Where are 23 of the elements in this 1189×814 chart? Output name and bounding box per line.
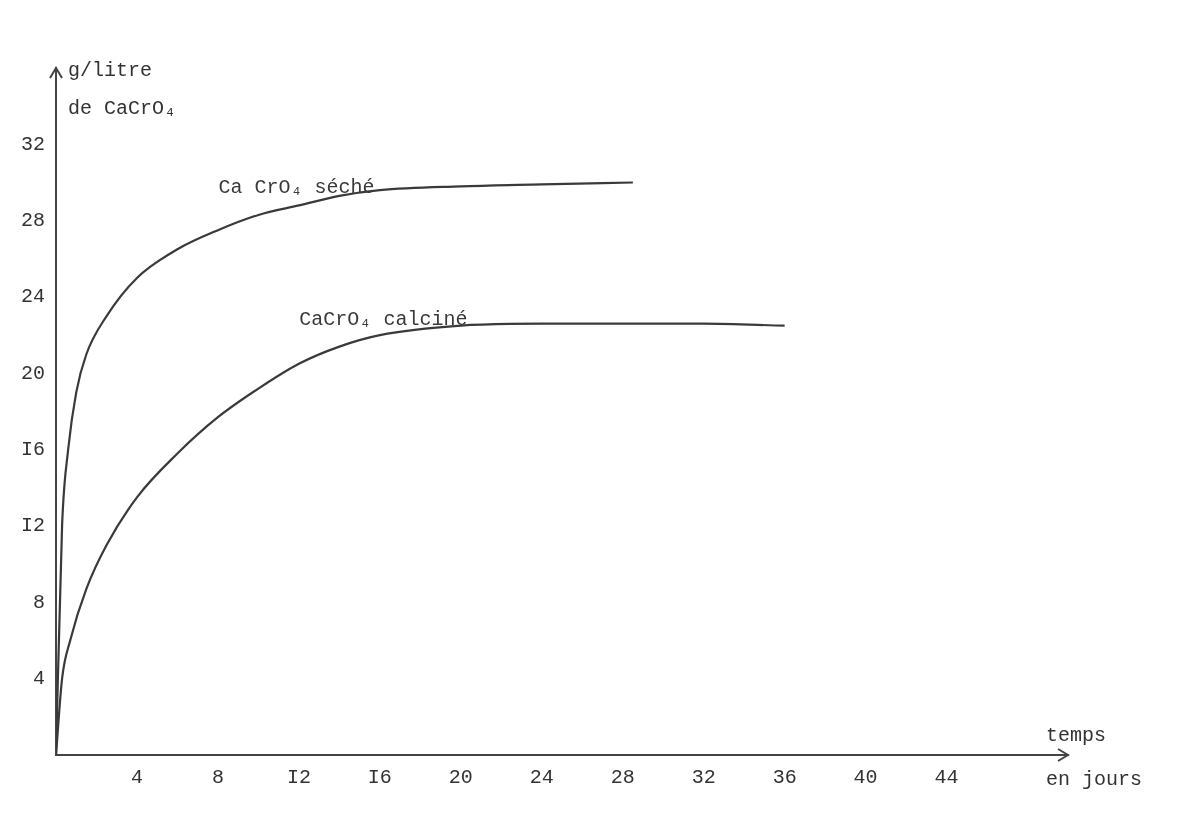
y-tick-label: 28 xyxy=(20,208,45,232)
x-axis-title: temps en jours xyxy=(1046,724,1143,791)
x-tick-label: 28 xyxy=(610,766,635,790)
y-tick-label: 24 xyxy=(20,285,45,309)
x-tick-label: 20 xyxy=(448,766,473,790)
x-tick-label: 24 xyxy=(529,766,554,790)
y-axis-title: g/litre de CaCrO₄ xyxy=(68,59,177,120)
x-tick-label: 4 xyxy=(130,766,143,790)
y-tick-label: 8 xyxy=(32,590,45,614)
y-tick-label: I2 xyxy=(20,514,45,538)
x-tick-label: I2 xyxy=(286,766,311,790)
series-label: Ca CrO₄ séché xyxy=(218,175,375,199)
y-tick-label: I6 xyxy=(20,437,45,461)
x-tick-label: 8 xyxy=(211,766,224,790)
x-tick-label: 32 xyxy=(691,766,716,790)
x-tick-label: 44 xyxy=(934,766,959,790)
y-tick-label: 4 xyxy=(32,666,45,690)
x-tick-label: I6 xyxy=(367,766,392,790)
y-tick-label: 20 xyxy=(20,361,45,385)
x-tick-label: 40 xyxy=(853,766,878,790)
y-tick-label: 32 xyxy=(20,132,45,156)
x-tick-label: 36 xyxy=(772,766,797,790)
series-label: CaCrO₄ calciné xyxy=(299,307,468,331)
